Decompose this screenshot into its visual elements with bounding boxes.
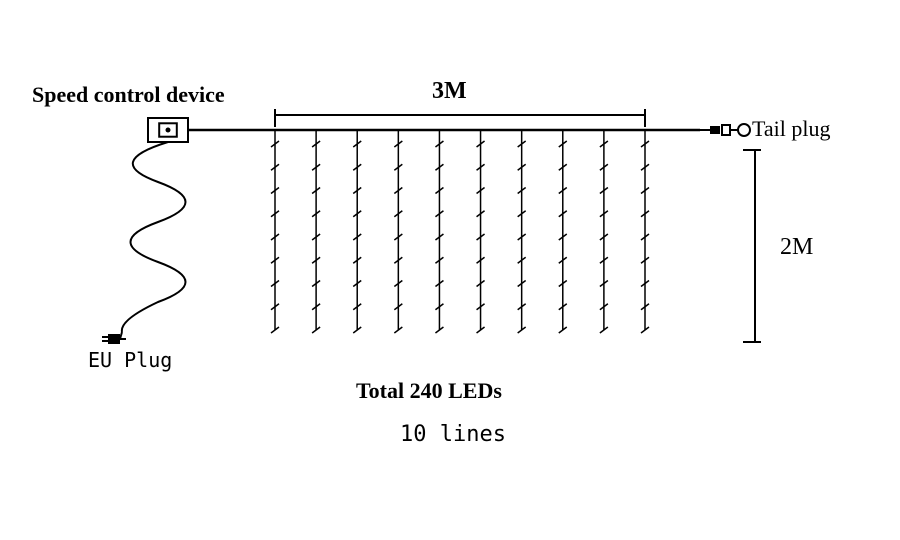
diagram-svg xyxy=(0,0,900,540)
